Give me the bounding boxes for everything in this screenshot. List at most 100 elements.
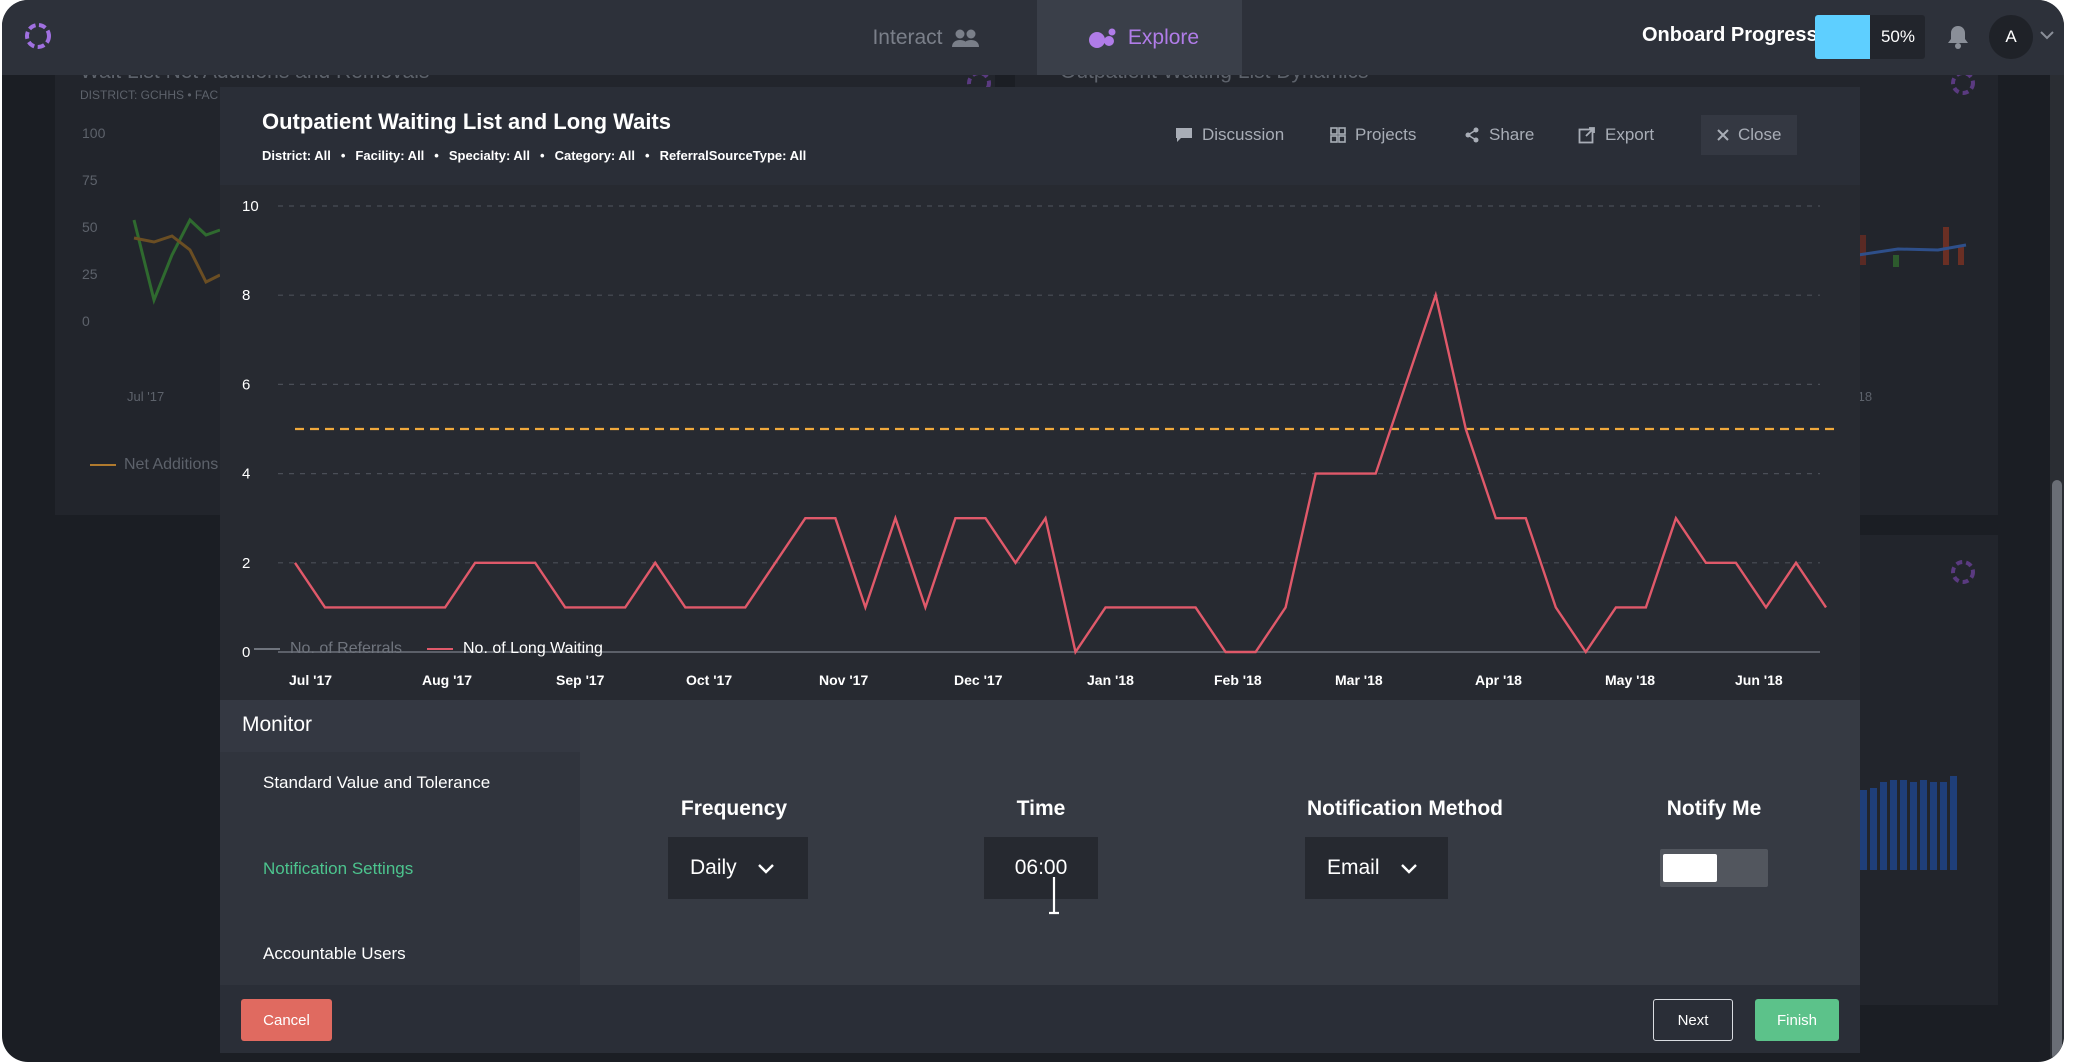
- notification-method-label: Notification Method: [1307, 797, 1503, 820]
- user-avatar[interactable]: A: [1989, 15, 2033, 59]
- share-button[interactable]: Share: [1464, 115, 1534, 155]
- next-button[interactable]: Next: [1653, 999, 1733, 1041]
- legend-long-waiting-label: No. of Long Waiting: [463, 640, 603, 657]
- export-icon: [1578, 127, 1595, 144]
- finish-button[interactable]: Finish: [1755, 999, 1839, 1041]
- users-icon: [951, 28, 979, 48]
- tab-interact-label: Interact: [872, 25, 943, 49]
- cancel-button[interactable]: Cancel: [241, 999, 332, 1041]
- y-tick-label: 2: [242, 555, 250, 572]
- bg-left-legend: Net Additions: [90, 456, 218, 474]
- y-tick-label: 6: [242, 376, 250, 393]
- chevron-down-icon: [757, 863, 774, 874]
- line-chart: 0 2 4 6 8 10 Jul '17 Aug '17 Sep '17 Oct '17 Nov '…: [220, 185, 1860, 700]
- grid-icon: [1330, 127, 1346, 143]
- x-tick-label: Mar '18: [1335, 672, 1383, 688]
- chart-detail-modal: Outpatient Waiting List and Long Waits D…: [220, 87, 1860, 1053]
- x-tick-label: Apr '18: [1475, 672, 1522, 688]
- time-input[interactable]: 06:00: [984, 837, 1098, 899]
- monitor-item-standard-value[interactable]: Standard Value and Tolerance: [263, 773, 491, 792]
- notify-me-toggle[interactable]: [1660, 849, 1768, 887]
- progress-text: 50%: [1880, 27, 1915, 46]
- onboard-progress-label: Onboard Progress: [1642, 24, 1818, 46]
- notification-bell-icon[interactable]: [1947, 24, 1969, 50]
- legend-item-referrals[interactable]: No. of Referrals: [254, 640, 402, 658]
- x-tick-label: May '18: [1605, 672, 1655, 688]
- onboard-progress-bar[interactable]: 50%: [1815, 15, 1925, 59]
- bg-ytick: 25: [82, 266, 98, 282]
- chevron-down-icon: [1400, 863, 1417, 874]
- legend-referrals-label: No. of Referrals: [290, 640, 403, 657]
- tab-explore[interactable]: Explore: [1037, 0, 1242, 75]
- bg-right-chart-bars: [1858, 227, 1967, 267]
- bg-spinner-icon: [1951, 560, 1975, 584]
- x-tick-label: Feb '18: [1214, 672, 1262, 688]
- text-cursor-icon: [1049, 877, 1059, 915]
- export-button[interactable]: Export: [1578, 115, 1654, 155]
- export-label: Export: [1605, 125, 1655, 144]
- frequency-select[interactable]: Daily: [668, 837, 808, 899]
- notification-method-value: Email: [1327, 856, 1380, 879]
- close-button[interactable]: Close: [1701, 115, 1798, 155]
- chart-svg: 0 2 4 6 8 10 Jul '17 Aug '17 Sep '17 Oct '17 Nov '…: [242, 198, 1835, 688]
- monitor-item-accountable-users[interactable]: Accountable Users: [263, 944, 406, 963]
- discussion-label: Discussion: [1202, 125, 1285, 144]
- x-tick-label: Nov '17: [819, 672, 868, 688]
- tab-interact[interactable]: Interact: [822, 0, 1037, 75]
- monitor-title: Monitor: [242, 713, 313, 736]
- top-navigation-bar: Interact Explore Onboard Progress 50% A: [2, 0, 2064, 75]
- bg-left-xtick: Jul '17: [127, 389, 165, 404]
- modal-title: Outpatient Waiting List and Long Waits: [262, 109, 671, 134]
- filter-summary: District: All • Facility: All • Specialty: A…: [262, 148, 807, 163]
- filter-item: ReferralSourceType: All: [659, 148, 807, 163]
- app-logo-icon[interactable]: [22, 20, 54, 52]
- share-icon: [1465, 127, 1479, 143]
- bg-ytick: 50: [82, 219, 98, 235]
- page-scroll-thumb[interactable]: [2052, 480, 2062, 1060]
- time-label: Time: [1016, 797, 1066, 820]
- projects-button[interactable]: Projects: [1330, 115, 1416, 155]
- share-label: Share: [1489, 125, 1535, 144]
- x-tick-label: Dec '17: [954, 672, 1003, 688]
- y-tick-label: 8: [242, 287, 250, 304]
- filter-item: Category: All: [554, 148, 635, 163]
- x-tick-label: Aug '17: [422, 672, 472, 688]
- x-tick-label: Oct '17: [686, 672, 732, 688]
- bg-ytick: 100: [82, 125, 106, 141]
- projects-label: Projects: [1355, 125, 1417, 144]
- bg-left-subtitle: DISTRICT: GCHHS • FAC: [80, 88, 219, 102]
- bg-ytick: 75: [82, 172, 98, 188]
- notify-me-label: Notify Me: [1666, 797, 1762, 820]
- filter-item: Specialty: All: [448, 148, 531, 163]
- legend-item-long-waiting[interactable]: No. of Long Waiting: [427, 640, 603, 658]
- x-tick-label: Sep '17: [556, 672, 605, 688]
- bg-right-lower-bars: [1860, 776, 1957, 870]
- frequency-label: Frequency: [680, 797, 788, 820]
- modal-footer: [220, 985, 1860, 1053]
- bg-spinner-icon: [1951, 71, 1975, 95]
- explore-icon: [1088, 27, 1120, 49]
- x-tick-label: Jan '18: [1087, 672, 1134, 688]
- x-tick-label: Jul '17: [289, 672, 332, 688]
- chevron-down-icon[interactable]: [2040, 30, 2054, 40]
- y-tick-label: 0: [242, 644, 250, 661]
- monitor-title-bar: [220, 700, 580, 752]
- progress-fill: [1815, 15, 1870, 59]
- close-label: Close: [1738, 125, 1782, 144]
- x-tick-label: Jun '18: [1735, 672, 1783, 688]
- y-tick-label: 10: [242, 198, 259, 215]
- monitor-item-notification-settings[interactable]: Notification Settings: [263, 859, 414, 878]
- filter-item: District: All: [262, 148, 331, 163]
- bg-ytick: 0: [82, 313, 90, 329]
- notification-method-select[interactable]: Email: [1305, 837, 1448, 899]
- y-tick-label: 4: [242, 466, 250, 483]
- frequency-value: Daily: [690, 856, 737, 879]
- filter-item: Facility: All: [355, 148, 425, 163]
- toggle-knob: [1663, 854, 1717, 882]
- comment-icon: [1176, 128, 1192, 142]
- close-icon: [1717, 129, 1729, 141]
- tab-explore-label: Explore: [1127, 25, 1200, 49]
- series-line-long-waiting[interactable]: [294, 290, 1827, 655]
- bg-left-chart-lines: [132, 217, 221, 305]
- discussion-button[interactable]: Discussion: [1175, 115, 1284, 155]
